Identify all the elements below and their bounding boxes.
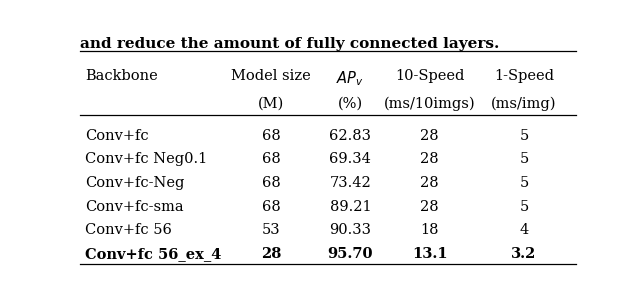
Text: Conv+fc-sma: Conv+fc-sma: [85, 200, 184, 214]
Text: $\mathit{AP}_{v}$: $\mathit{AP}_{v}$: [337, 69, 364, 88]
Text: 13.1: 13.1: [412, 247, 447, 261]
Text: 3.2: 3.2: [511, 247, 536, 261]
Text: Conv+fc Neg0.1: Conv+fc Neg0.1: [85, 152, 207, 166]
Text: and reduce the amount of fully connected layers.: and reduce the amount of fully connected…: [80, 37, 499, 51]
Text: 68: 68: [262, 129, 280, 143]
Text: (%): (%): [338, 97, 363, 111]
Text: 53: 53: [262, 223, 280, 237]
Text: 62.83: 62.83: [330, 129, 371, 143]
Text: 28: 28: [420, 129, 439, 143]
Text: 69.34: 69.34: [330, 152, 371, 166]
Text: (M): (M): [258, 97, 284, 111]
Text: 10-Speed: 10-Speed: [395, 69, 465, 83]
Text: 28: 28: [420, 200, 439, 214]
Text: 68: 68: [262, 152, 280, 166]
Text: 1-Speed: 1-Speed: [494, 69, 554, 83]
Text: (ms/img): (ms/img): [491, 97, 557, 111]
Text: 90.33: 90.33: [330, 223, 371, 237]
Text: 68: 68: [262, 176, 280, 190]
Text: 28: 28: [420, 176, 439, 190]
Text: Backbone: Backbone: [85, 69, 157, 83]
Text: 68: 68: [262, 200, 280, 214]
Text: Conv+fc 56_ex_4: Conv+fc 56_ex_4: [85, 247, 221, 261]
Text: 5: 5: [519, 129, 529, 143]
Text: Conv+fc 56: Conv+fc 56: [85, 223, 172, 237]
Text: 95.70: 95.70: [328, 247, 373, 261]
Text: 89.21: 89.21: [330, 200, 371, 214]
Text: 73.42: 73.42: [330, 176, 371, 190]
Text: Conv+fc-Neg: Conv+fc-Neg: [85, 176, 184, 190]
Text: 28: 28: [260, 247, 281, 261]
Text: Model size: Model size: [231, 69, 311, 83]
Text: 4: 4: [519, 223, 529, 237]
Text: 28: 28: [420, 152, 439, 166]
Text: 5: 5: [519, 176, 529, 190]
Text: (ms/10imgs): (ms/10imgs): [384, 97, 476, 111]
Text: 18: 18: [420, 223, 439, 237]
Text: 5: 5: [519, 152, 529, 166]
Text: Conv+fc: Conv+fc: [85, 129, 148, 143]
Text: 5: 5: [519, 200, 529, 214]
